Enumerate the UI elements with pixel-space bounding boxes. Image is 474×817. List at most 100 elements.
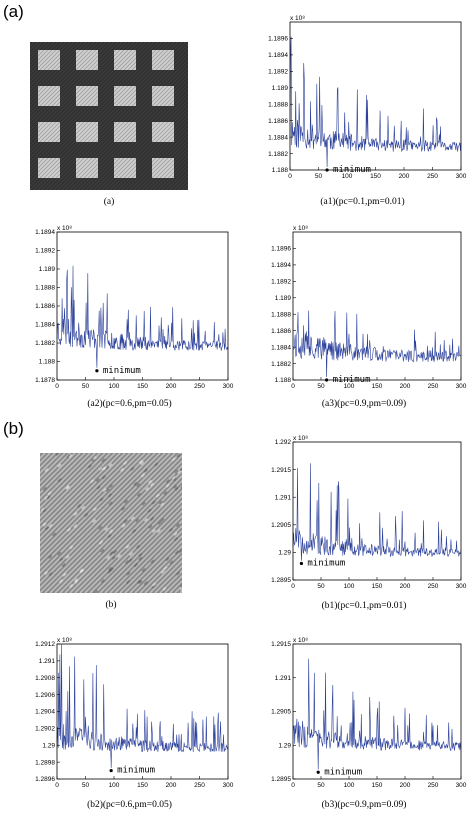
- y-tick-label: 1.291: [275, 675, 292, 682]
- y-tick-label: 1.1886: [35, 303, 55, 310]
- minimum-annotation: minimum: [333, 375, 371, 385]
- panel-label-b: (b): [3, 419, 24, 438]
- x-tick-label: 150: [372, 583, 383, 590]
- y-tick-label: 1.2912: [35, 641, 55, 648]
- minimum-annotation: minimum: [103, 366, 141, 376]
- y-tick-label: 1.1884: [35, 322, 55, 329]
- x-tick-label: 50: [317, 583, 325, 590]
- x-tick-label: 0: [288, 173, 292, 180]
- axis-exponent: x 10⁸: [290, 15, 305, 22]
- series-line: [56, 265, 229, 368]
- axes-box: [289, 21, 462, 171]
- y-tick-label: 1.188: [39, 359, 56, 366]
- plot-caption-b1: (b1)(pc=0.1,pm=0.01): [321, 601, 407, 611]
- series-line: [292, 310, 462, 378]
- x-tick-label: 300: [456, 782, 467, 789]
- image-caption-a: (a): [103, 197, 115, 207]
- x-tick-label: 150: [370, 173, 381, 180]
- minimum-annotation: minimum: [307, 558, 345, 568]
- minimum-point: [109, 768, 113, 773]
- y-tick-label: 1.188: [275, 377, 292, 384]
- panel-label-a: (a): [3, 2, 24, 21]
- y-tick-label: 1.2906: [35, 692, 55, 699]
- x-tick-label: 250: [428, 782, 439, 789]
- x-tick-label: 150: [372, 383, 383, 390]
- y-tick-label: 1.189: [39, 266, 56, 273]
- axes-box: [56, 231, 229, 381]
- plot-caption-a2: (a2)(pc=0.6,pm=0.05): [87, 399, 172, 409]
- fabric-image-b: [40, 453, 182, 593]
- x-tick-label: 150: [137, 782, 148, 789]
- y-tick-label: 1.1884: [268, 134, 288, 141]
- x-tick-label: 50: [82, 383, 90, 390]
- plot-b1: 0 50 100 150 200 250 300 1.2895 1.29 1.2905 1.291 1…: [271, 435, 467, 590]
- x-tick-label: 100: [109, 383, 120, 390]
- image-caption-b: (b): [105, 600, 117, 610]
- y-tick-label: 1.1886: [271, 328, 291, 335]
- y-tick-label: 1.1896: [268, 36, 288, 43]
- y-tick-label: 1.1892: [268, 69, 288, 76]
- x-tick-label: 50: [82, 782, 90, 789]
- x-tick-label: 0: [291, 383, 295, 390]
- minimum-point: [325, 378, 329, 382]
- y-tick-label: 1.1894: [268, 52, 288, 59]
- x-tick-label: 250: [427, 173, 438, 180]
- x-tick-label: 100: [344, 383, 355, 390]
- y-tick-label: 1.292: [275, 439, 292, 446]
- axes-box: [292, 231, 462, 381]
- x-tick-label: 100: [109, 782, 120, 789]
- series-line: [289, 36, 462, 168]
- axes-box: [56, 643, 229, 780]
- series-line: [56, 644, 229, 768]
- y-tick-label: 1.2905: [271, 709, 291, 716]
- y-tick-label: 1.1896: [271, 246, 291, 253]
- minimum-point: [316, 770, 320, 774]
- plot-a3: 0 50 100 150 200 250 300 1.188 1.1882 1.1884 1.188…: [271, 225, 467, 390]
- y-tick-label: 1.2915: [271, 467, 291, 474]
- y-tick-label: 1.1892: [271, 279, 291, 286]
- y-tick-label: 1.2898: [35, 759, 55, 766]
- x-tick-label: 200: [400, 383, 411, 390]
- y-tick-label: 1.188: [272, 167, 289, 174]
- plot-b3: 0 50 100 150 200 250 300 1.2895 1.29 1.2905 1.291 1…: [271, 637, 467, 789]
- y-tick-label: 1.1878: [35, 377, 55, 384]
- x-tick-label: 0: [291, 782, 295, 789]
- y-tick-label: 1.1882: [35, 340, 55, 347]
- y-tick-label: 1.2915: [271, 641, 291, 648]
- y-tick-label: 1.189: [275, 295, 292, 302]
- x-tick-label: 300: [456, 583, 467, 590]
- x-tick-label: 200: [166, 383, 177, 390]
- axis-exponent: x 10⁸: [57, 637, 72, 644]
- y-tick-label: 1.1888: [271, 311, 291, 318]
- x-tick-label: 100: [342, 173, 353, 180]
- plot-a1: 0 50 100 150 200 250 300 1.188 1.1882 1.1884 1.188…: [268, 15, 467, 180]
- y-tick-label: 1.2902: [35, 726, 55, 733]
- y-tick-label: 1.2895: [271, 776, 291, 783]
- y-tick-label: 1.1882: [271, 361, 291, 368]
- x-tick-label: 250: [194, 782, 205, 789]
- y-tick-label: 1.2904: [35, 709, 55, 716]
- y-tick-label: 1.291: [39, 658, 56, 665]
- y-tick-label: 1.2908: [35, 675, 55, 682]
- x-tick-label: 250: [194, 383, 205, 390]
- y-tick-label: 1.1882: [268, 151, 288, 158]
- minimum-annotation: minimum: [324, 767, 362, 777]
- x-tick-label: 200: [400, 782, 411, 789]
- series-line: [292, 463, 462, 561]
- y-tick-label: 1.2895: [271, 577, 291, 584]
- axis-exponent: x 10⁸: [293, 637, 308, 644]
- plot-caption-a1: (a1)(pc=0.1,pm=0.01): [320, 197, 405, 207]
- y-tick-label: 1.29: [278, 742, 291, 749]
- minimum-annotation: minimum: [333, 165, 371, 175]
- x-tick-label: 300: [223, 782, 234, 789]
- x-tick-label: 150: [137, 383, 148, 390]
- x-tick-label: 0: [291, 583, 295, 590]
- x-tick-label: 300: [223, 383, 234, 390]
- x-tick-label: 200: [166, 782, 177, 789]
- minimum-point: [95, 369, 99, 373]
- y-tick-label: 1.1892: [35, 248, 55, 255]
- y-tick-label: 1.1888: [268, 101, 288, 108]
- y-tick-label: 1.2896: [35, 776, 55, 783]
- plot-a2: 0 50 100 150 200 250 300 1.1878 1.188 1.1882 1.188…: [35, 225, 234, 390]
- y-tick-label: 1.1894: [35, 229, 55, 236]
